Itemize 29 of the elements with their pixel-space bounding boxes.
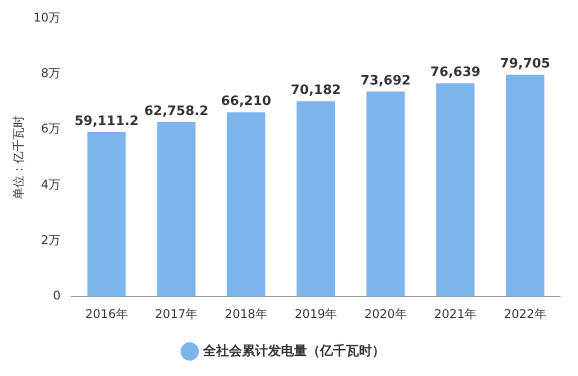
x-tick-label: 2021年 [434,306,477,321]
y-tick-label: 10万 [33,10,61,24]
bar [226,112,266,297]
x-tick-label: 2018年 [224,306,268,321]
bar [436,83,475,297]
text: 70,182 [290,83,341,98]
bar [157,122,196,297]
y-tick-label: 6万 [41,122,61,136]
y-tick-label: 4万 [41,177,61,192]
bar [506,74,544,297]
bar [366,91,405,297]
y-axis-title: 单位：亿千瓦时 [11,115,26,200]
text: 59,111.2 [74,114,139,129]
bar [296,101,336,297]
x-tick-label: 2016年 [85,306,128,321]
text: 73,692 [360,73,411,88]
x-tick-label: 2020年 [364,306,407,321]
text: 66,210 [220,94,272,110]
text: 79,705 [500,56,550,72]
legend-label: 全社会累计发电量（亿千瓦时） [202,342,385,359]
y-tick-label: 0 [53,288,61,303]
text: 62,758.2 [144,104,208,119]
x-tick-label: 2017年 [155,306,198,321]
y-tick-label: 2万 [41,233,61,248]
x-tick-label: 2022年 [504,306,546,321]
bar [87,132,126,297]
y-tick-label: 8万 [41,66,61,80]
x-tick-label: 2019年 [294,306,338,321]
text: 76,639 [430,65,480,80]
